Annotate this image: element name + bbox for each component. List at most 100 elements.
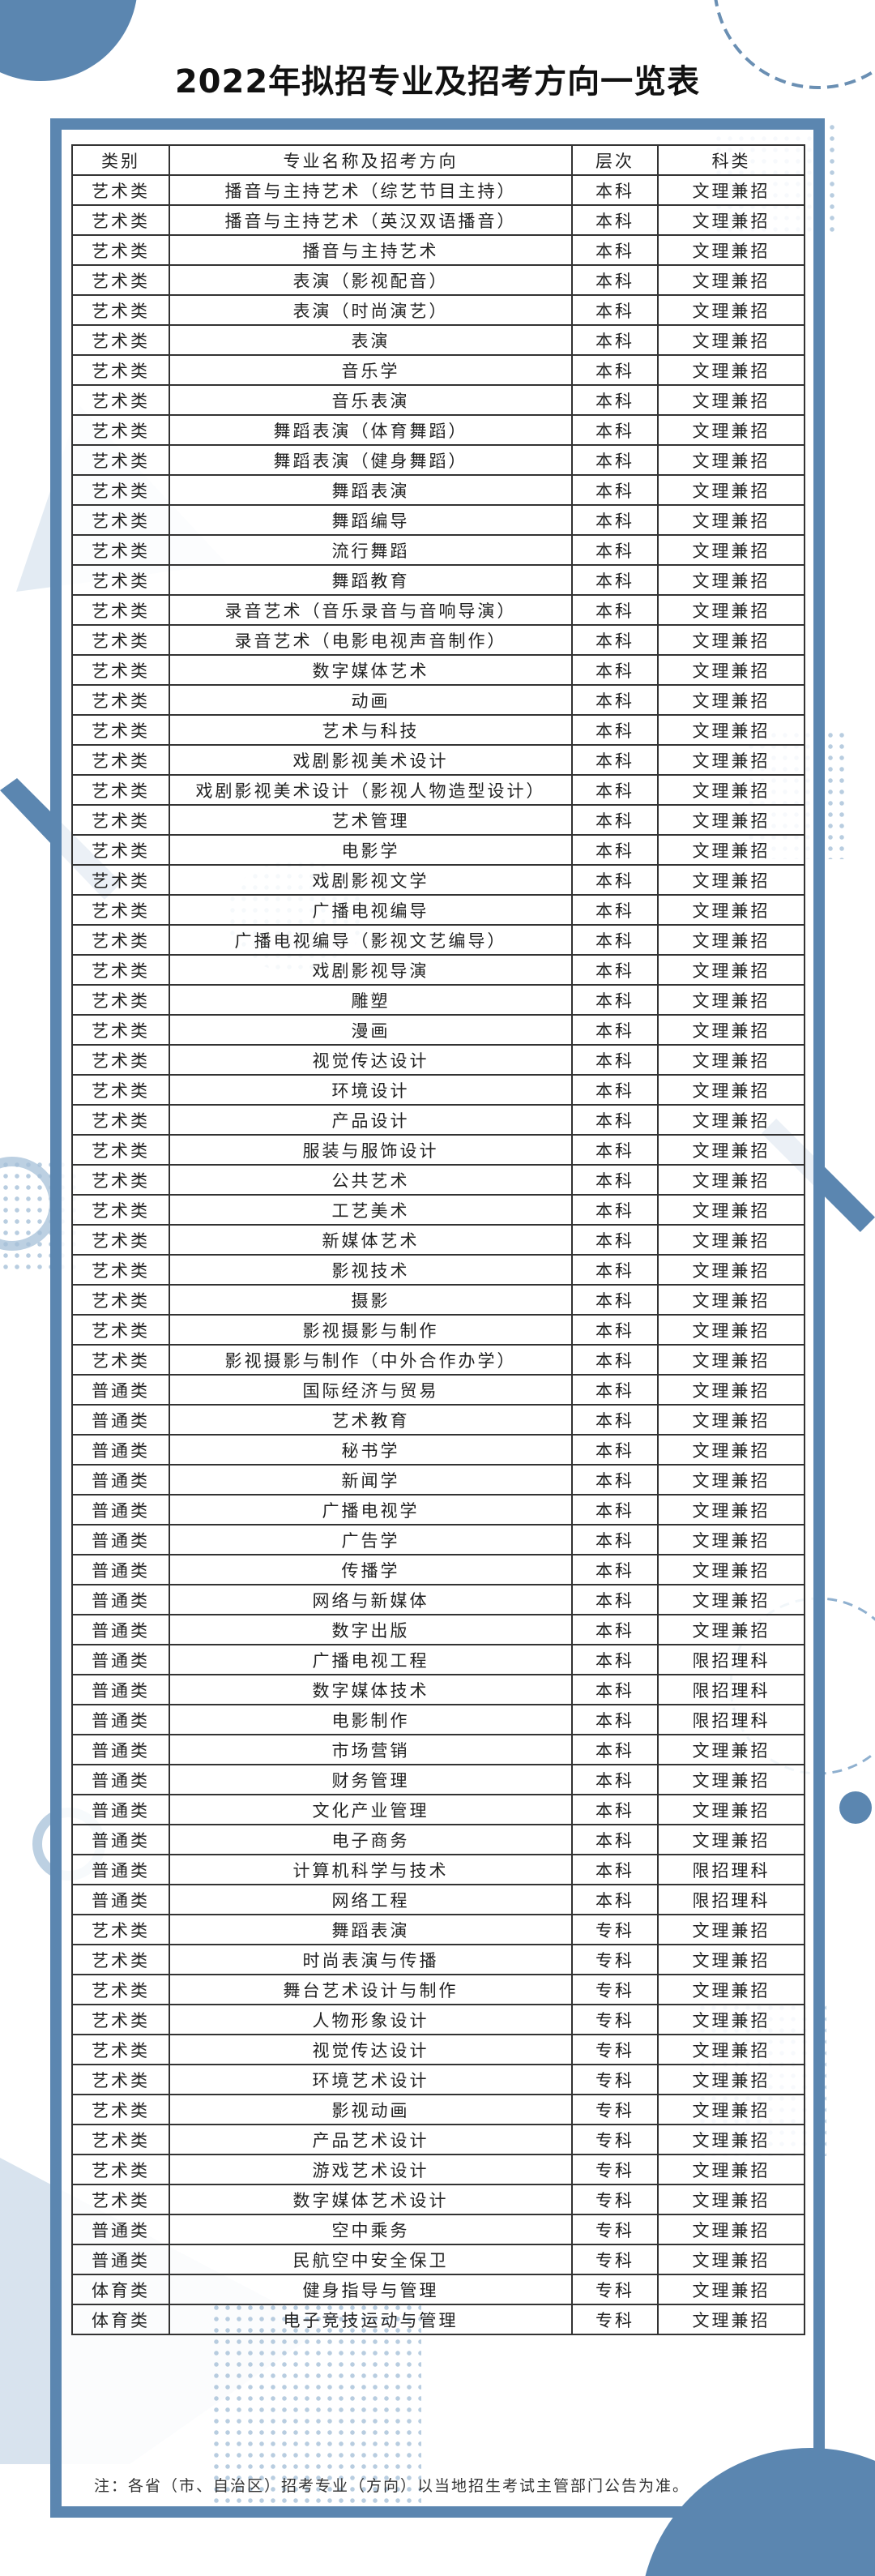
cell-subject: 文理兼招 [657, 504, 805, 536]
cell-level: 本科 [571, 1524, 659, 1555]
table-row: 艺术类 新媒体艺术 本科 文理兼招 [71, 1224, 805, 1256]
cell-level: 专科 [571, 2064, 659, 2095]
header-major: 专业名称及招考方向 [169, 144, 573, 176]
page-title: 2022年拟招专业及招考方向一览表 [174, 63, 701, 101]
table-row: 艺术类 播音与主持艺术（英汉双语播音） 本科 文理兼招 [71, 204, 805, 236]
cell-level: 专科 [571, 1944, 659, 1975]
table-row: 艺术类 影视技术 本科 文理兼招 [71, 1254, 805, 1286]
cell-level: 本科 [571, 444, 659, 476]
cell-level: 本科 [571, 414, 659, 446]
cell-category: 普通类 [71, 2244, 170, 2275]
cell-subject: 文理兼招 [657, 1524, 805, 1555]
cell-subject: 限招理科 [657, 1644, 805, 1675]
cell-category: 普通类 [71, 1434, 170, 1466]
cell-major: 电影学 [169, 834, 573, 866]
cell-major: 戏剧影视文学 [169, 864, 573, 896]
table-row: 普通类 广告学 本科 文理兼招 [71, 1524, 805, 1555]
cell-major: 广播电视工程 [169, 1644, 573, 1675]
cell-level: 本科 [571, 744, 659, 776]
cell-major: 表演（时尚演艺） [169, 294, 573, 326]
table-header-row: 类别 专业名称及招考方向 层次 科类 [71, 144, 805, 176]
table-row: 体育类 健身指导与管理 专科 文理兼招 [71, 2274, 805, 2305]
cell-category: 普通类 [71, 1464, 170, 1496]
cell-major: 影视摄影与制作 [169, 1314, 573, 1346]
header-subject: 科类 [657, 144, 805, 176]
cell-level: 本科 [571, 1794, 659, 1825]
cell-subject: 文理兼招 [657, 384, 805, 416]
cell-level: 本科 [571, 1824, 659, 1855]
table-row: 普通类 秘书学 本科 文理兼招 [71, 1434, 805, 1466]
cell-subject: 文理兼招 [657, 2094, 805, 2125]
table-row: 艺术类 舞蹈表演 本科 文理兼招 [71, 474, 805, 506]
table-row: 艺术类 舞蹈表演（健身舞蹈） 本科 文理兼招 [71, 444, 805, 476]
cell-major: 广播电视编导 [169, 894, 573, 926]
cell-major: 民航空中安全保卫 [169, 2244, 573, 2275]
cell-major: 产品设计 [169, 1104, 573, 1136]
cell-major: 环境艺术设计 [169, 2064, 573, 2095]
cell-subject: 文理兼招 [657, 2004, 805, 2035]
cell-level: 本科 [571, 1044, 659, 1076]
cell-category: 艺术类 [71, 474, 170, 506]
cell-category: 艺术类 [71, 714, 170, 746]
cell-subject: 文理兼招 [657, 1074, 805, 1106]
cell-major: 网络与新媒体 [169, 1584, 573, 1615]
cell-category: 艺术类 [71, 234, 170, 266]
cell-subject: 文理兼招 [657, 534, 805, 566]
cell-category: 普通类 [71, 1674, 170, 1705]
cell-subject: 文理兼招 [657, 2274, 805, 2305]
table-row: 普通类 空中乘务 专科 文理兼招 [71, 2214, 805, 2245]
cell-subject: 文理兼招 [657, 1134, 805, 1166]
cell-category: 体育类 [71, 2274, 170, 2305]
table-row: 艺术类 艺术管理 本科 文理兼招 [71, 804, 805, 836]
cell-major: 网络工程 [169, 1884, 573, 1915]
table-row: 普通类 计算机科学与技术 本科 限招理科 [71, 1854, 805, 1885]
cell-category: 普通类 [71, 1794, 170, 1825]
cell-category: 艺术类 [71, 1974, 170, 2005]
cell-category: 艺术类 [71, 1104, 170, 1136]
cell-level: 本科 [571, 894, 659, 926]
cell-subject: 文理兼招 [657, 2214, 805, 2245]
cell-major: 舞蹈表演（体育舞蹈） [169, 414, 573, 446]
cell-level: 本科 [571, 234, 659, 266]
cell-level: 本科 [571, 1074, 659, 1106]
cell-category: 艺术类 [71, 504, 170, 536]
cell-subject: 文理兼招 [657, 714, 805, 746]
cell-category: 艺术类 [71, 1194, 170, 1226]
cell-subject: 文理兼招 [657, 864, 805, 896]
cell-category: 艺术类 [71, 1314, 170, 1346]
cell-category: 艺术类 [71, 684, 170, 716]
cell-major: 数字媒体艺术 [169, 654, 573, 686]
cell-category: 普通类 [71, 2214, 170, 2245]
cell-level: 本科 [571, 684, 659, 716]
table-row: 艺术类 时尚表演与传播 专科 文理兼招 [71, 1944, 805, 1975]
cell-category: 普通类 [71, 1734, 170, 1765]
table-row: 艺术类 雕塑 本科 文理兼招 [71, 984, 805, 1016]
cell-category: 艺术类 [71, 174, 170, 206]
cell-major: 新闻学 [169, 1464, 573, 1496]
cell-category: 艺术类 [71, 2124, 170, 2155]
cell-category: 普通类 [71, 1644, 170, 1675]
cell-level: 本科 [571, 1464, 659, 1496]
cell-subject: 文理兼招 [657, 444, 805, 476]
cell-major: 摄影 [169, 1284, 573, 1316]
table-row: 艺术类 影视动画 专科 文理兼招 [71, 2094, 805, 2125]
cell-subject: 文理兼招 [657, 1374, 805, 1406]
table-row: 普通类 市场营销 本科 文理兼招 [71, 1734, 805, 1765]
cell-category: 普通类 [71, 1824, 170, 1855]
table-row: 艺术类 广播电视编导（影视文艺编导） 本科 文理兼招 [71, 924, 805, 956]
table-row: 艺术类 戏剧影视导演 本科 文理兼招 [71, 954, 805, 986]
cell-major: 舞蹈表演 [169, 1914, 573, 1945]
table-row: 艺术类 舞蹈教育 本科 文理兼招 [71, 564, 805, 596]
cell-major: 播音与主持艺术 [169, 234, 573, 266]
cell-major: 戏剧影视美术设计（影视人物造型设计） [169, 774, 573, 806]
cell-category: 艺术类 [71, 204, 170, 236]
table-row: 艺术类 录音艺术（电影电视声音制作） 本科 文理兼招 [71, 624, 805, 656]
cell-category: 艺术类 [71, 954, 170, 986]
cell-major: 电子商务 [169, 1824, 573, 1855]
cell-category: 艺术类 [71, 744, 170, 776]
cell-category: 艺术类 [71, 624, 170, 656]
cell-subject: 文理兼招 [657, 1794, 805, 1825]
cell-level: 本科 [571, 324, 659, 356]
table-row: 艺术类 舞蹈表演 专科 文理兼招 [71, 1914, 805, 1945]
table-row: 艺术类 流行舞蹈 本科 文理兼招 [71, 534, 805, 566]
